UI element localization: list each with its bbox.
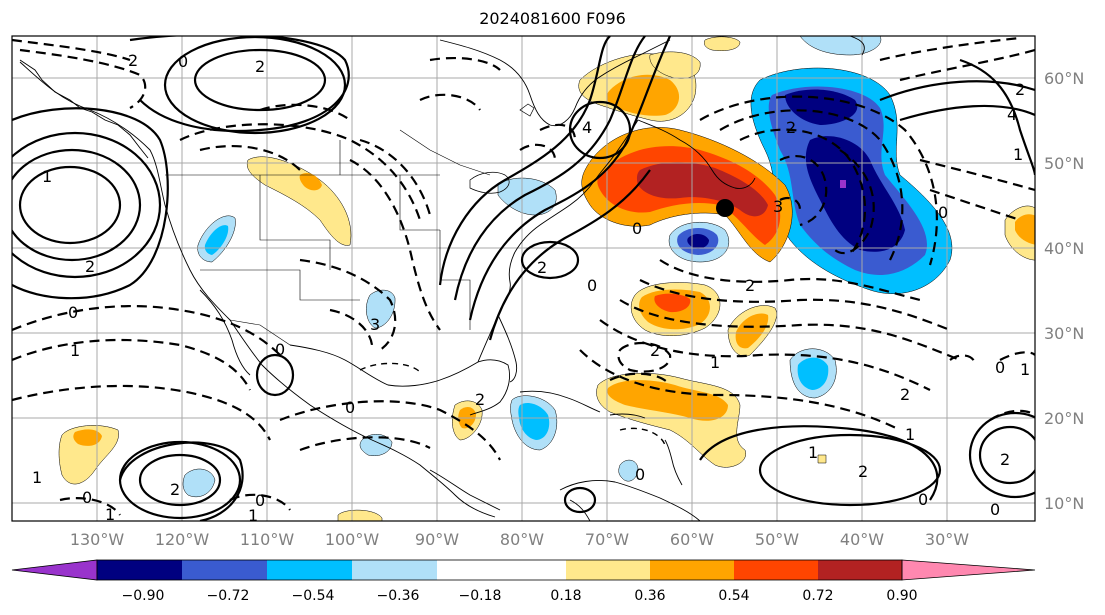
colorbar-tick: 0.36 [634,588,665,604]
colorbar-extend-high [901,559,1036,581]
contour-label: 2 [858,462,868,481]
colorbar-tick: −0.18 [459,588,502,604]
colorbar-tick: 0.90 [886,588,917,604]
colorbar-segment [734,560,818,580]
contour-label: 2 [170,480,180,499]
lat-label-40n: 40°N [1044,239,1084,258]
contour-labels: 2 2 0 1 2 4 2 0 2 1 0 1 2 1 0 1 0 2 0 1 … [32,51,1030,525]
colorbar-segment [566,560,650,580]
colorbar-segment [650,560,734,580]
colorbar: −0.90 −0.72 −0.54 −0.36 −0.18 0.18 0.36 … [11,559,1036,604]
contour-label: 1 [905,425,915,444]
contour-label: 1 [248,506,258,525]
latitude-labels: 60°N 50°N 40°N 30°N 20°N 10°N [1044,69,1084,513]
lat-label-50n: 50°N [1044,154,1084,173]
colorbar-extend-low [11,559,98,581]
contour-label: 2 [900,385,910,404]
contour-label: 2 [650,341,660,360]
colorbar-tick: −0.90 [122,588,165,604]
colorbar-segment [352,560,437,580]
contour-label: 2 [745,276,755,295]
contour-label: 1 [70,341,80,360]
contour-label: 0 [68,303,78,322]
lon-label-120w: 120°W [155,530,210,549]
contour-label: 2 [1015,80,1025,99]
contour-label: 0 [938,203,948,222]
contour-label: 1 [32,468,42,487]
contour-label: 4 [582,118,592,137]
contour-label: 0 [255,491,265,510]
lon-label-110w: 110°W [240,530,295,549]
colorbar-tick: 0.18 [550,588,581,604]
longitude-labels: 130°W 120°W 110°W 100°W 90°W 80°W 70°W 6… [70,530,969,549]
contour-label: 1 [42,167,52,186]
lat-label-60n: 60°N [1044,69,1084,88]
colorbar-segment [437,560,566,580]
lon-label-40w: 40°W [840,530,884,549]
contour-label: 0 [587,276,597,295]
coastlines [19,36,865,521]
lat-label-20n: 20°N [1044,409,1084,428]
storm-center-marker [716,199,734,217]
contour-label: 1 [1013,145,1023,164]
contour-label: 1 [105,505,115,524]
contour-label: 0 [635,465,645,484]
graticule [12,36,1035,521]
lat-label-10n: 10°N [1044,494,1084,513]
map-title: 2024081600 F096 [479,9,626,28]
contour-label: 0 [82,488,92,507]
contour-label: 0 [632,219,642,238]
contour-label: 0 [995,358,1005,377]
lon-label-90w: 90°W [415,530,459,549]
contour-label: 0 [990,500,1000,519]
contour-label: 3 [773,197,783,216]
lon-label-70w: 70°W [585,530,629,549]
contour-label: 2 [85,257,95,276]
colorbar-tick: 0.54 [718,588,749,604]
contour-label: 0 [345,398,355,417]
lon-label-130w: 130°W [70,530,125,549]
colorbar-tick: 0.72 [802,588,833,604]
contour-lines [12,36,1035,521]
contour-label: 2 [537,258,547,277]
lon-label-50w: 50°W [755,530,799,549]
colorbar-segment [267,560,352,580]
contour-label: 0 [275,340,285,359]
lon-label-60w: 60°W [670,530,714,549]
contour-label: 2 [1000,450,1010,469]
lon-label-30w: 30°W [925,530,969,549]
colorbar-segment [182,560,267,580]
colorbar-segment [97,560,182,580]
colorbar-tick: −0.54 [292,588,335,604]
lon-label-100w: 100°W [325,530,380,549]
lat-label-30n: 30°N [1044,324,1084,343]
contour-label: 3 [370,315,380,334]
colorbar-tick: −0.72 [207,588,250,604]
lon-label-80w: 80°W [500,530,544,549]
contour-label: 4 [1007,105,1017,124]
contour-label: 1 [710,353,720,372]
contour-label: 2 [255,57,265,76]
contour-label: 2 [786,118,796,137]
colorbar-tick: −0.36 [377,588,420,604]
contour-label: 1 [808,443,818,462]
contour-label: 2 [475,390,485,409]
contour-label: 1 [1020,360,1030,379]
colorbar-segment [818,560,902,580]
contour-label: 2 [128,51,138,70]
contour-label: 0 [178,52,188,71]
contour-label: 0 [918,490,928,509]
map-frame [11,35,1036,522]
